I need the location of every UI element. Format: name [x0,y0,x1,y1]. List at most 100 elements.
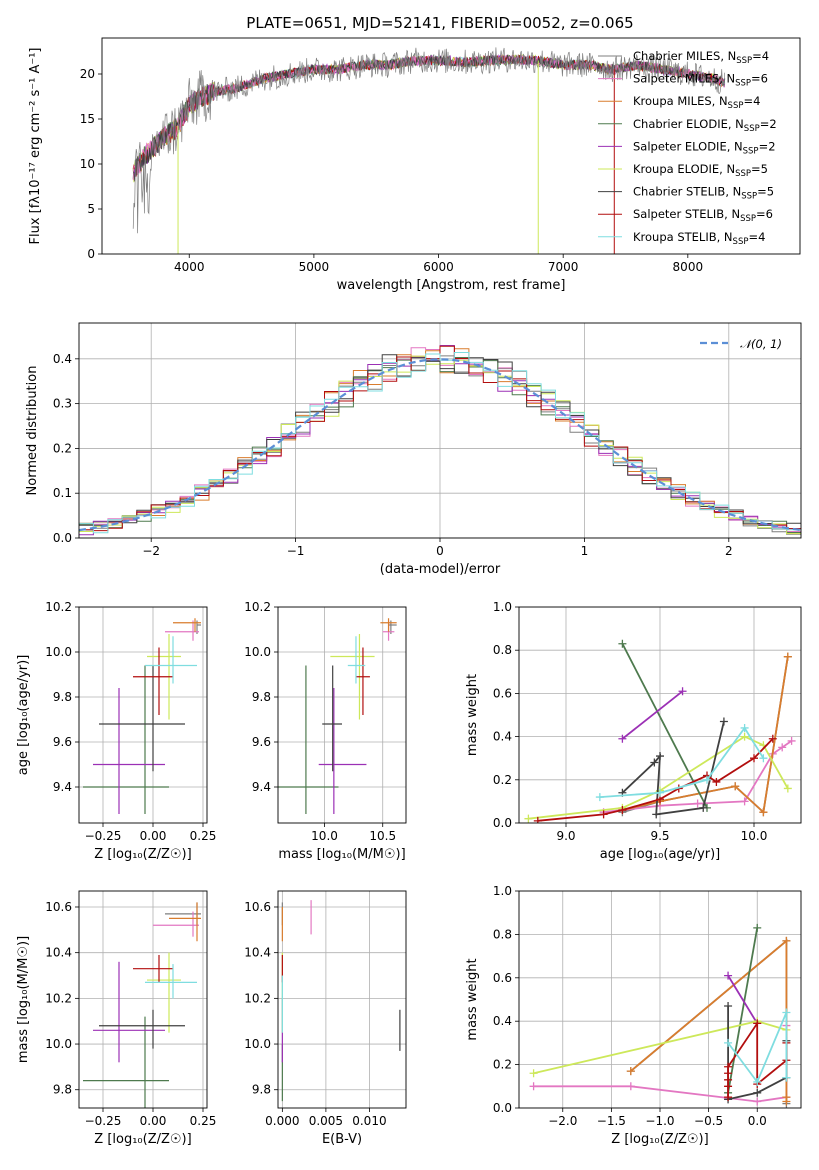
y-axis-label: Flux [fλ10⁻¹⁷ erg cm⁻² s⁻¹ A⁻¹] [28,48,43,245]
plus-marker [731,782,740,791]
x-tick-label: −1.5 [597,1114,626,1128]
y-tick-label: 9.8 [53,1083,72,1097]
legend-subscript: SSP [743,146,759,156]
legend-value: =2 [759,139,776,153]
y-axis-label: Normed distribution [25,366,40,496]
plus-marker [719,717,728,726]
data-point [133,647,173,715]
plus-marker [753,1097,762,1106]
x-tick-label: 1 [581,544,589,558]
data-point [169,902,201,942]
plus-marker [529,1069,538,1078]
data-point [380,618,397,632]
y-tick-label: 10 [80,157,95,171]
panel-massweight_vs_age: 9.0 9.5 10.0 0.0 0.2 0.4 0.6 0.8 1.0 age [log₁₀(a… [465,600,802,862]
axes-frame [78,606,208,824]
legend-value: =4 [748,230,765,244]
legend-entry: Chabrier STELIB, NSSP=5 [633,185,774,202]
weight-line [621,690,684,740]
x-tick-label: 0.010 [352,1114,386,1128]
x-tick-label: −1 [287,544,305,558]
x-tick-label: 0 [436,544,444,558]
y-tick-label: 0.2 [53,441,72,455]
y-tick-label: 0.4 [53,352,72,366]
spectrum-legend: Chabrier MILES, NSSP=4 Salpeter MILES, NS… [598,49,777,247]
y-tick-label: 9.6 [53,735,72,749]
legend-value: =4 [743,94,760,108]
plus-marker [693,799,702,808]
y-tick-label: 9.4 [252,780,271,794]
legend-value: =6 [751,72,768,86]
data-point [318,688,367,814]
x-tick-label: −0.25 [85,1114,122,1128]
y-tick-label: 10.2 [45,991,72,1005]
data-point [93,961,165,1063]
x-tick-label: 0.005 [309,1114,343,1128]
plus-marker [753,1077,762,1086]
legend-entry: Chabrier ELODIE, NSSP=2 [633,117,777,134]
data-point [133,954,173,983]
plus-marker [753,1088,762,1097]
plus-marker [724,1062,733,1071]
plus-marker [650,758,659,767]
data-point [83,665,169,814]
x-tick-label: 0.000 [265,1114,299,1128]
x-tick-label: 2 [725,544,733,558]
x-tick-label: 0.00 [140,1114,167,1128]
panel-mass_vs_Z: −0.25 0.00 0.25 9.8 10.0 10.2 10.4 10.6 Z [log₁₀… [16,890,216,1147]
axes-frame [277,890,407,1109]
x-tick-label: 0.0 [748,1114,767,1128]
y-tick-label: 10.0 [45,645,72,659]
plus-marker [618,734,627,743]
weight-line [621,643,708,809]
plus-marker [618,806,627,815]
x-tick-label: −2 [142,544,160,558]
plus-marker [778,743,787,752]
y-tick-label: 0 [87,247,95,261]
plus-marker [759,754,768,763]
y-tick-label: 0.8 [493,643,512,657]
plus-marker [656,752,664,761]
plus-marker [678,687,687,696]
plot-area [278,891,406,1108]
panel-age_vs_mass: 10.0 10.5 9.4 9.6 9.8 10.0 10.2 mass [log₁₀(M/M… [244,600,407,862]
y-tick-label: 15 [80,112,95,126]
y-tick-label: 10.4 [45,946,72,960]
y-tick-label: 10.0 [244,1037,271,1051]
legend-subscript: SSP [740,214,756,224]
plus-marker [759,808,768,817]
y-tick-label: 20 [80,67,95,81]
legend-entry: Salpeter ELODIE, NSSP=2 [633,139,776,156]
x-tick-label: 10.0 [741,829,768,843]
plus-marker [753,923,762,932]
data-point [153,911,199,937]
data-point [165,620,199,641]
data-point [147,952,181,1033]
y-tick-label: 10.0 [244,645,271,659]
panel-mass_vs_ebv: 0.000 0.005 0.010 9.8 10.0 10.2 10.4 10.6 E(B-V) [244,890,407,1147]
data-point [145,964,197,999]
data-point [99,665,185,772]
plus-marker [782,1073,791,1082]
axes-frame [518,890,802,1109]
y-tick-label: 1.0 [493,600,512,614]
plus-marker [782,1008,791,1017]
legend-subscript: SSP [736,56,752,66]
y-tick-label: 10.2 [244,991,271,1005]
plot-area [278,607,406,823]
legend-entry: Kroupa MILES, NSSP=4 [633,94,760,111]
plus-marker [724,971,733,980]
data-point [83,1016,169,1108]
x-tick-label: 0.25 [190,829,217,843]
plus-marker [782,936,791,945]
plus-marker [750,754,758,763]
plus-marker [626,1082,635,1091]
legend-entry: 𝒩(0, 1) [740,337,782,351]
panel-spectrum: 4000 5000 6000 7000 8000 0 5 10 15 20 wavelength [… [28,37,801,293]
plus-marker [724,1002,733,1011]
y-tick-label: 1.0 [493,884,512,898]
y-tick-label: 0.6 [493,686,512,700]
y-tick-label: 9.8 [252,690,271,704]
x-tick-label: −2.0 [548,1114,577,1128]
